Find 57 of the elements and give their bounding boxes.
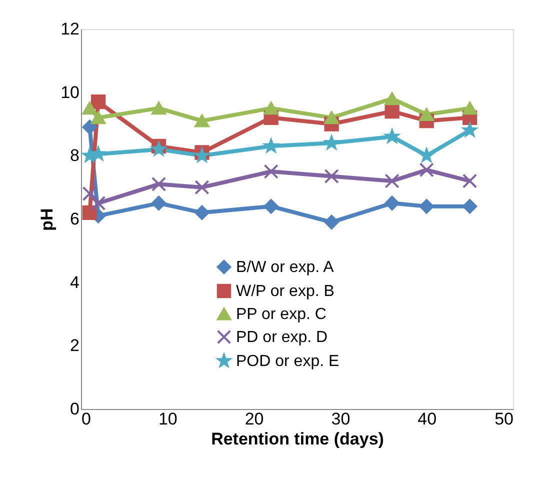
point — [90, 111, 106, 124]
point — [419, 162, 434, 178]
point — [90, 94, 106, 110]
y-tick-label: 4 — [70, 272, 80, 292]
point — [194, 148, 209, 162]
point — [324, 111, 339, 124]
point — [264, 102, 278, 115]
x-tick-label: 20 — [244, 410, 264, 428]
point — [194, 114, 210, 128]
point — [264, 199, 278, 214]
point — [384, 104, 400, 119]
point — [82, 148, 97, 162]
point — [264, 164, 278, 179]
point — [151, 196, 166, 210]
legend-label: POD or exp. E — [236, 353, 340, 370]
point — [152, 142, 166, 156]
point — [90, 196, 106, 210]
legend-label: PD or exp. D — [236, 329, 328, 346]
point — [324, 168, 339, 184]
point — [384, 92, 400, 106]
y-axis-title: pH — [38, 208, 57, 231]
x-tick-label: 50 — [494, 410, 514, 428]
point — [194, 180, 210, 195]
point — [384, 196, 400, 210]
point — [151, 176, 166, 192]
point — [419, 108, 434, 121]
legend-label: PP or exp. C — [236, 306, 326, 323]
x-tick-label: 40 — [418, 410, 437, 428]
y-tick-label: 6 — [70, 210, 80, 228]
x-tick-label: 0 — [82, 410, 91, 428]
point — [462, 102, 478, 115]
point — [462, 199, 478, 214]
x-tick-label: 30 — [331, 410, 350, 428]
y-tick-label: 2 — [70, 336, 80, 356]
point — [82, 186, 97, 201]
x-axis-title: Retention time (days) — [211, 430, 384, 448]
point — [419, 199, 434, 214]
point — [324, 136, 339, 150]
legend-label: B/W or exp. A — [236, 259, 334, 276]
y-tick-label: 8 — [70, 146, 80, 166]
point — [151, 102, 166, 115]
point — [385, 129, 400, 143]
point — [384, 174, 400, 188]
point — [420, 148, 434, 162]
x-tick-label: 10 — [158, 410, 178, 428]
y-tick-label: 10 — [60, 82, 80, 102]
point — [194, 205, 210, 220]
legend-label: W/P or exp. B — [236, 283, 334, 300]
point — [462, 123, 477, 136]
point — [82, 102, 97, 115]
point — [91, 146, 106, 160]
point — [82, 205, 97, 220]
point — [82, 120, 97, 134]
point — [264, 138, 278, 152]
point — [462, 174, 478, 188]
y-tick-label: 12 — [60, 20, 80, 38]
point — [324, 214, 339, 230]
